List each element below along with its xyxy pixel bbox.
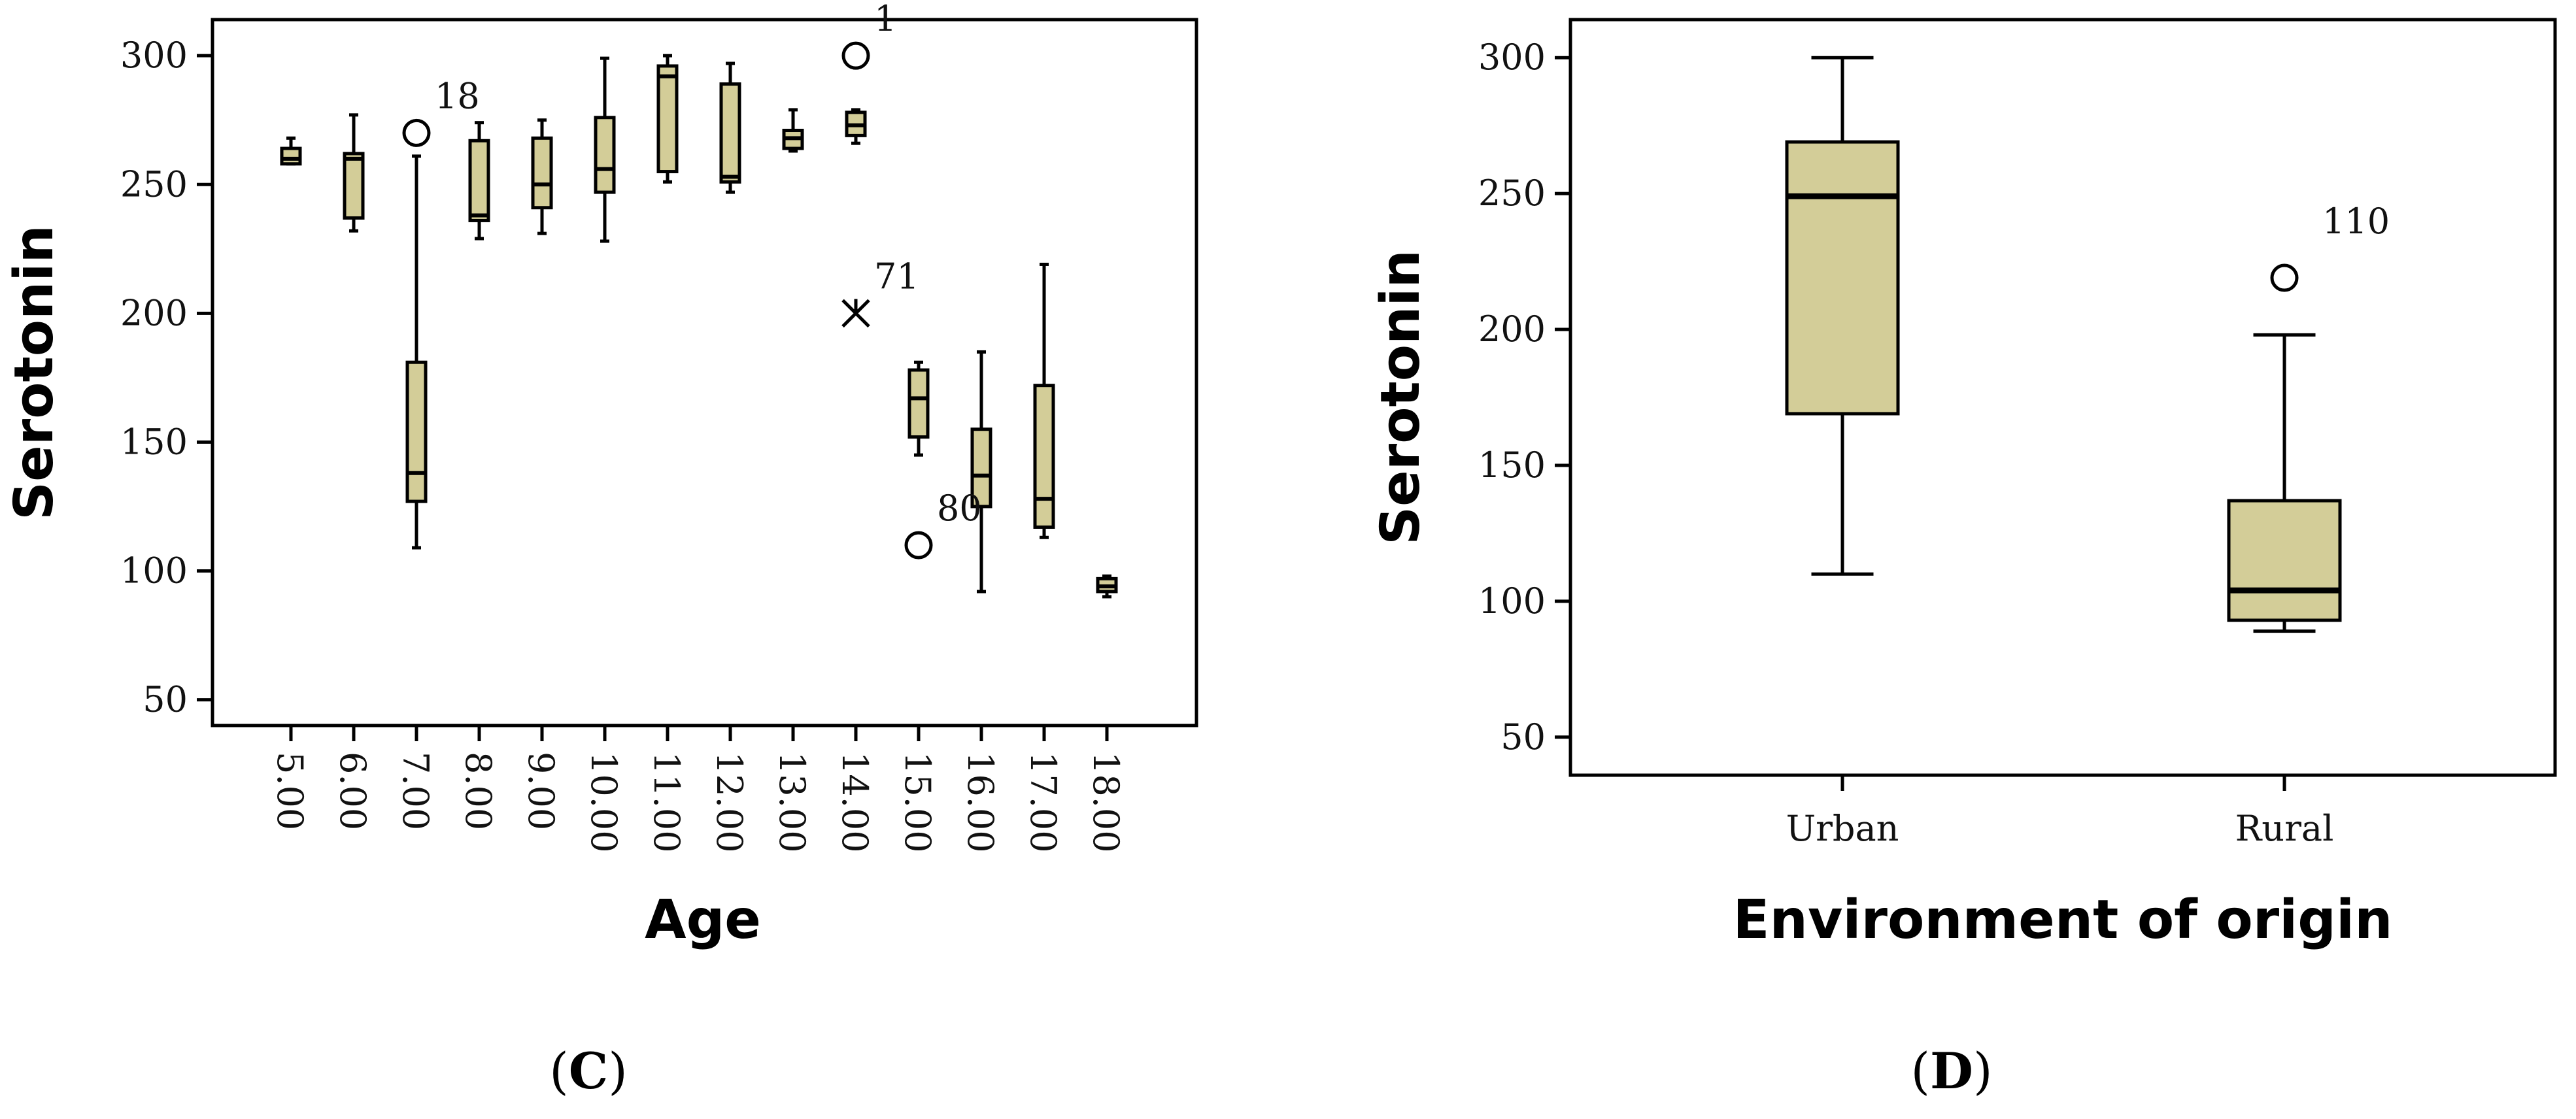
y-tick-label: 50: [143, 679, 188, 720]
x-tick-label: 8.00: [458, 752, 499, 830]
box-iqr: [531, 136, 553, 210]
box-iqr: [405, 360, 428, 503]
outlier-label: 1: [874, 0, 896, 39]
outlier-circle: [2270, 263, 2299, 292]
box-iqr: [719, 82, 741, 184]
x-tick-label: 14.00: [834, 752, 875, 853]
x-tick-label: 10.00: [583, 752, 624, 853]
outlier-circle: [402, 118, 431, 147]
x-tick-label: 16.00: [960, 752, 1001, 853]
y-tick-label: 150: [1478, 444, 1546, 486]
x-axis-title: Environment of origin: [1733, 889, 2393, 951]
boxplot-chart-c: 50 100 150 200 250 300 5.00 6.00 7.00 8.00 9.00 10.…: [3, 0, 1198, 951]
y-tick-label: 100: [120, 550, 188, 592]
y-tick-label: 300: [1478, 37, 1546, 78]
y-tick-label: 250: [120, 163, 188, 205]
box-iqr: [656, 64, 679, 174]
outlier-label: 80: [937, 488, 982, 529]
box-iqr: [280, 146, 302, 166]
x-tick-label: 7.00: [395, 752, 436, 830]
y-tick-label: 150: [120, 421, 188, 462]
x-tick-label: 5.00: [269, 752, 311, 830]
box-iqr: [594, 116, 616, 194]
boxplot-chart-d: 50 100 150 200 250 300 Urban Rural 110 Serotonin E…: [1370, 18, 2557, 951]
y-tick-label: 50: [1500, 716, 1546, 758]
x-tick-label: 11.00: [646, 752, 687, 853]
x-tick-label: Rural: [2235, 808, 2334, 849]
outlier-label: 110: [2322, 201, 2390, 242]
box-iqr: [2227, 499, 2342, 622]
x-tick-label: 12.00: [709, 752, 750, 853]
plot-frame: [211, 18, 1198, 727]
panel-label-d: (D): [1910, 1042, 1992, 1100]
x-axis-title: Age: [645, 889, 761, 951]
x-tick-label: 15.00: [897, 752, 938, 853]
y-tick-label: 300: [120, 35, 188, 76]
box-iqr: [468, 139, 490, 222]
outlier-label: 18: [435, 75, 480, 116]
outlier-label: 71: [874, 256, 919, 297]
y-axis-title: Serotonin: [1370, 250, 1432, 545]
y-tick-label: 200: [120, 292, 188, 333]
x-tick-label: 17.00: [1023, 752, 1064, 853]
box-iqr: [1785, 140, 1900, 416]
x-tick-label: 9.00: [520, 752, 562, 830]
y-axis-title: Serotonin: [3, 225, 65, 520]
y-tick-label: 250: [1478, 173, 1546, 214]
x-tick-label: 6.00: [332, 752, 373, 830]
box-iqr: [970, 427, 992, 509]
outlier-star: [841, 299, 870, 328]
y-tick-label: 200: [1478, 309, 1546, 350]
box-iqr: [907, 368, 930, 439]
outlier-circle: [841, 41, 870, 70]
x-tick-label: Urban: [1786, 808, 1899, 849]
x-tick-label: 18.00: [1085, 752, 1127, 853]
panel-label-c: (C): [549, 1042, 628, 1100]
box-iqr: [343, 152, 365, 220]
x-tick-label: 13.00: [771, 752, 813, 853]
y-tick-label: 100: [1478, 580, 1546, 622]
box-iqr: [1033, 384, 1055, 529]
plot-frame: [1568, 18, 2557, 777]
outlier-circle: [904, 531, 933, 560]
